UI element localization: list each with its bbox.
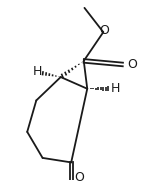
- Text: O: O: [127, 58, 137, 71]
- Text: O: O: [100, 24, 109, 37]
- Text: H: H: [111, 82, 120, 95]
- Text: H: H: [32, 65, 42, 78]
- Text: O: O: [75, 171, 85, 184]
